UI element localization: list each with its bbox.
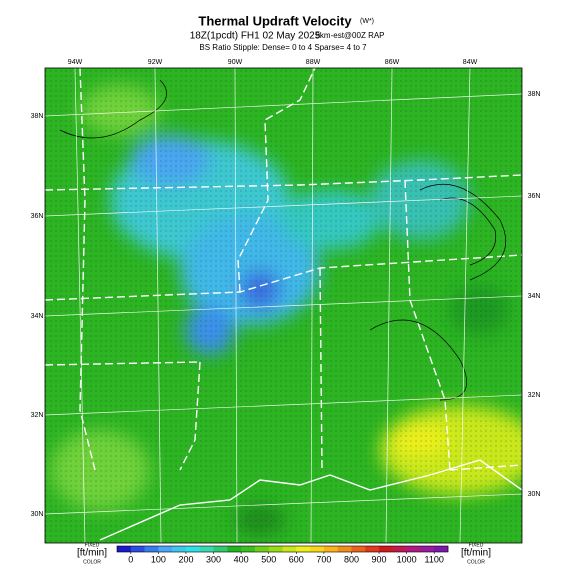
colorbar-segment bbox=[365, 546, 380, 552]
title-unit: (W*) bbox=[360, 18, 374, 25]
colorbar-sub: COLOR bbox=[83, 559, 101, 565]
lat-label-right: 38N bbox=[528, 91, 541, 98]
lat-label-left: 34N bbox=[31, 313, 44, 320]
colorbar-tick-label: 400 bbox=[234, 554, 249, 564]
colorbar-tick-label: 500 bbox=[261, 554, 276, 564]
colorbar-segment bbox=[213, 546, 228, 552]
colorbar-segment bbox=[323, 546, 338, 552]
parallel bbox=[45, 394, 522, 416]
lat-label-right: 30N bbox=[528, 491, 541, 498]
colorbar-note: FIXED bbox=[85, 542, 100, 548]
meridian bbox=[154, 68, 162, 543]
lon-label: 86W bbox=[385, 59, 400, 66]
colorbar-segment bbox=[296, 546, 311, 552]
lat-label-left: 38N bbox=[31, 113, 44, 120]
colorbar-segment bbox=[434, 546, 449, 552]
colorbar-segment bbox=[241, 546, 256, 552]
title: Thermal Updraft Velocity bbox=[198, 13, 352, 28]
meridian bbox=[234, 68, 238, 543]
colorbar-segment bbox=[379, 546, 394, 552]
lon-label: 88W bbox=[306, 59, 321, 66]
lon-label: 84W bbox=[463, 59, 478, 66]
colorbar-tick-label: 200 bbox=[178, 554, 193, 564]
colorbar-tick-label: 1000 bbox=[397, 554, 417, 564]
colorbar-segment bbox=[158, 546, 173, 552]
parallel bbox=[45, 493, 522, 515]
colorbar-segment bbox=[420, 546, 435, 552]
colorbar-segment bbox=[254, 546, 270, 552]
meridian bbox=[385, 68, 393, 543]
colorbar-segment bbox=[185, 546, 201, 552]
subtitle: 18Z(1pcdt) FH1 02 May 2025 bbox=[190, 31, 321, 42]
colorbar-segment bbox=[337, 546, 352, 552]
map-frame bbox=[44, 67, 523, 544]
meridian bbox=[74, 68, 86, 543]
colorbar-sub: COLOR bbox=[467, 559, 485, 565]
meridian bbox=[459, 68, 471, 543]
colorbar-segment bbox=[282, 546, 297, 552]
lat-label-right: 32N bbox=[528, 392, 541, 399]
colorbar-segment bbox=[199, 546, 214, 552]
lat-label-left: 36N bbox=[31, 213, 44, 220]
colorbar-segment bbox=[310, 546, 325, 552]
source: 9km-est@00Z RAP bbox=[315, 31, 384, 40]
colorbar-segment bbox=[227, 546, 242, 552]
colorbar-segment bbox=[351, 546, 366, 552]
colorbar-tick-label: 900 bbox=[372, 554, 387, 564]
colorbar-tick-label: 700 bbox=[316, 554, 331, 564]
colorbar-unit: [ft/min] bbox=[77, 548, 107, 559]
parallel bbox=[45, 295, 522, 317]
colorbar-frame bbox=[116, 545, 449, 553]
colorbar-unit: [ft/min] bbox=[461, 548, 491, 559]
stipple-note: BS Ratio Stipple: Dense= 0 to 4 Sparse= … bbox=[199, 43, 367, 52]
lat-label-left: 32N bbox=[31, 412, 44, 419]
lon-label: 92W bbox=[148, 59, 163, 66]
colorbar-tick-label: 300 bbox=[206, 554, 221, 564]
colorbar-segment bbox=[406, 546, 421, 552]
colorbar-tick-label: 0 bbox=[128, 554, 133, 564]
colorbar-tick-label: 100 bbox=[151, 554, 166, 564]
meridian bbox=[310, 68, 314, 543]
colorbar-segment bbox=[117, 546, 132, 552]
lon-label: 90W bbox=[228, 59, 243, 66]
colorbar-tick-label: 600 bbox=[289, 554, 304, 564]
lon-label: 94W bbox=[68, 59, 83, 66]
colorbar-segment bbox=[144, 546, 159, 552]
map-area bbox=[45, 68, 522, 543]
colorbar-segment bbox=[268, 546, 283, 552]
lat-label-left: 30N bbox=[31, 511, 44, 518]
colorbar-segment bbox=[172, 546, 187, 552]
parallel bbox=[45, 93, 522, 117]
colorbar-tick-label: 800 bbox=[344, 554, 359, 564]
parallel bbox=[45, 195, 522, 217]
colorbar-note: FIXED bbox=[469, 542, 484, 548]
colorbar-segment bbox=[392, 546, 407, 552]
lat-label-right: 36N bbox=[528, 193, 541, 200]
lat-label-right: 34N bbox=[528, 293, 541, 300]
colorbar-segment bbox=[130, 546, 145, 552]
colorbar-tick-label: 1100 bbox=[425, 554, 444, 564]
